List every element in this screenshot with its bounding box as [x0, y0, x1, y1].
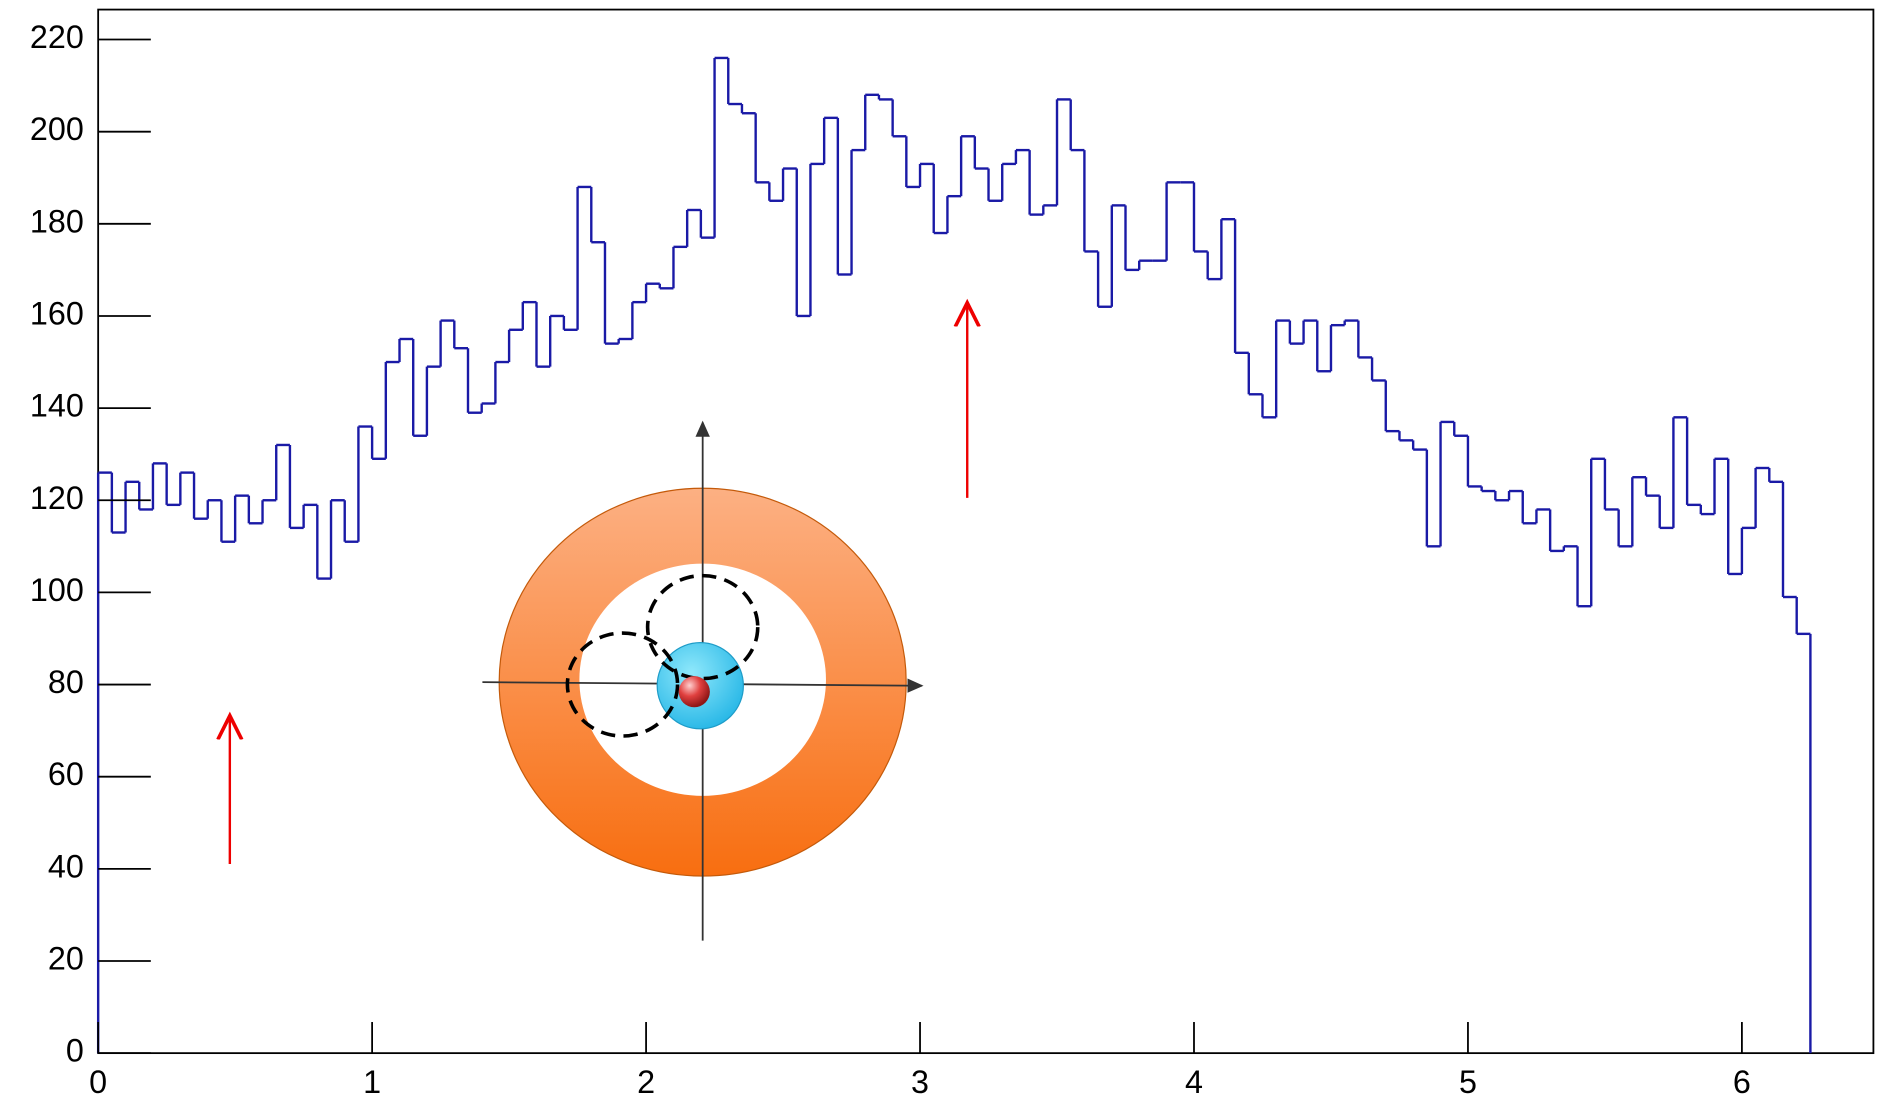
x-tick-label: 2: [637, 1064, 655, 1100]
dashed-orbit: [645, 573, 760, 681]
y-tick-label: 20: [48, 941, 84, 977]
x-tick-label: 3: [911, 1064, 929, 1100]
dashed-orbit: [565, 631, 680, 738]
y-tick-label: 60: [48, 756, 84, 792]
y-tick-label: 120: [30, 480, 84, 516]
x-tick-label: 1: [363, 1064, 381, 1100]
y-tick-label: 220: [30, 19, 84, 55]
y-tick-label: 160: [30, 295, 84, 331]
y-tick-label: 140: [30, 388, 84, 424]
y-tick-label: 40: [48, 848, 84, 884]
y-tick-label: 0: [66, 1033, 84, 1069]
x-tick-label: 6: [1733, 1064, 1751, 1100]
plot-frame: [97, 8, 1875, 1055]
y-tick-label: 200: [30, 111, 84, 147]
x-tick-label: 5: [1459, 1064, 1477, 1100]
x-tick-label: 4: [1185, 1064, 1203, 1100]
x-tick-label: 0: [89, 1064, 107, 1100]
inset-diagram: [482, 420, 924, 941]
red-sphere: [678, 676, 710, 708]
y-tick-label: 180: [30, 203, 84, 239]
y-tick-label: 100: [30, 572, 84, 608]
y-tick-label: 80: [48, 664, 84, 700]
histogram: [96, 56, 1812, 1054]
